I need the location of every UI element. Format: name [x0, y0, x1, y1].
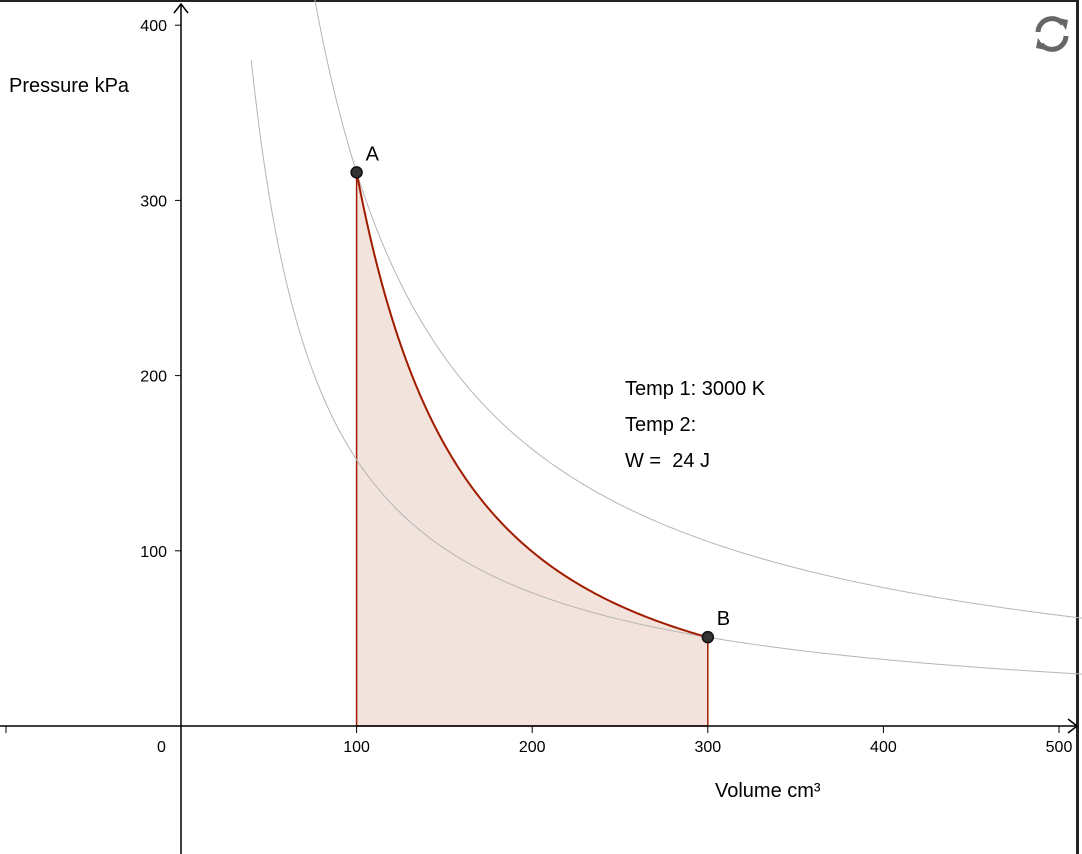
- x-tick-label: 100: [343, 739, 370, 756]
- work-label: W =: [625, 450, 662, 472]
- point-label-B: B: [717, 608, 730, 630]
- y-axis-label: Pressure kPa: [9, 75, 130, 97]
- x-tick-label: 200: [519, 739, 546, 756]
- point-B[interactable]: [701, 630, 715, 644]
- x-tick-label: 300: [694, 739, 721, 756]
- y-tick-label: 100: [140, 544, 167, 561]
- temp2-label: Temp 2:: [625, 414, 697, 436]
- point-label-A: A: [366, 143, 380, 165]
- work-value: 24 J: [672, 450, 711, 472]
- x-tick-label: 500: [1046, 739, 1073, 756]
- isotherm-1: [314, 0, 1082, 619]
- adiabat-curve: [355, 172, 709, 639]
- temp1-value: 3000 K: [701, 378, 766, 400]
- temp1-label: Temp 1:: [625, 378, 697, 400]
- y-tick-label: 400: [140, 18, 167, 35]
- x-tick-label: 400: [870, 739, 897, 756]
- temp1-row: Temp 1: 3000 K: [625, 378, 765, 401]
- x-tick-label: 0: [157, 739, 166, 756]
- point-A[interactable]: [350, 166, 363, 179]
- y-tick-label: 300: [140, 193, 167, 210]
- x-axis-arrow: [1067, 718, 1079, 734]
- work-row: W = 24 J: [625, 450, 710, 473]
- isotherm-2: [250, 60, 1082, 675]
- y-axis-arrow: [173, 2, 189, 14]
- y-tick-label: 200: [140, 369, 167, 386]
- x-axis-label: Volume cm³: [715, 780, 821, 802]
- refresh-icon[interactable]: [1030, 12, 1074, 56]
